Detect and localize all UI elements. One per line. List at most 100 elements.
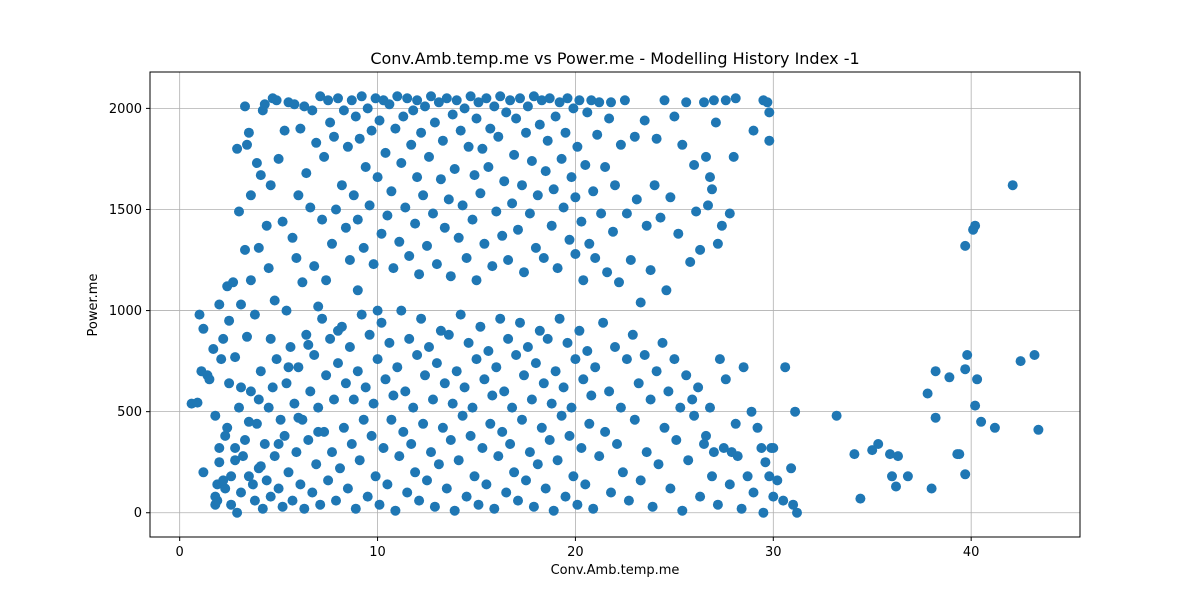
- data-point: [342, 483, 353, 494]
- data-point: [617, 467, 628, 478]
- data-point: [580, 479, 591, 490]
- data-point: [562, 337, 573, 348]
- data-point: [325, 333, 336, 344]
- data-point: [281, 378, 292, 389]
- data-point: [521, 475, 531, 486]
- data-point: [230, 455, 241, 466]
- data-point: [657, 337, 668, 348]
- data-point: [243, 416, 254, 427]
- data-point: [455, 125, 466, 136]
- chart-title: Conv.Amb.temp.me vs Power.me - Modelling…: [370, 49, 859, 68]
- data-point: [699, 97, 709, 108]
- data-point: [360, 162, 371, 172]
- data-point: [526, 156, 537, 166]
- data-point: [538, 253, 549, 263]
- data-point: [336, 180, 347, 191]
- data-point: [627, 329, 638, 340]
- data-points: [186, 91, 1044, 518]
- data-point: [645, 394, 656, 405]
- data-point: [447, 109, 458, 120]
- data-point: [471, 354, 482, 365]
- x-tick-label: 0: [176, 545, 184, 560]
- data-point: [374, 499, 385, 510]
- data-point: [764, 107, 775, 118]
- data-point: [424, 342, 434, 352]
- data-point: [517, 180, 527, 191]
- data-point: [364, 200, 375, 211]
- data-point: [410, 218, 421, 229]
- data-point: [570, 192, 581, 203]
- data-point: [469, 471, 480, 482]
- data-point: [265, 180, 276, 191]
- data-point: [513, 495, 523, 506]
- data-point: [335, 463, 345, 474]
- data-point: [344, 342, 355, 352]
- data-point: [420, 101, 430, 112]
- data-point: [495, 91, 506, 102]
- data-point: [930, 412, 941, 423]
- data-point: [234, 206, 244, 217]
- data-point: [354, 133, 365, 144]
- data-point: [538, 378, 549, 389]
- data-point: [1007, 180, 1018, 191]
- data-point: [344, 255, 355, 265]
- x-tick-label: 40: [963, 545, 980, 560]
- data-point: [350, 111, 361, 122]
- data-point: [629, 414, 640, 425]
- data-point: [453, 232, 464, 243]
- data-point: [230, 443, 241, 453]
- data-point: [396, 305, 407, 316]
- data-point: [386, 186, 397, 197]
- data-point: [568, 471, 579, 482]
- data-point: [354, 455, 365, 466]
- data-point: [471, 113, 482, 124]
- data-point: [590, 362, 601, 373]
- data-point: [582, 107, 593, 118]
- data-point: [289, 398, 300, 409]
- data-point: [273, 483, 284, 494]
- data-point: [463, 141, 474, 152]
- data-point: [321, 370, 332, 381]
- data-point: [253, 463, 264, 474]
- data-point: [511, 113, 522, 124]
- data-point: [612, 439, 622, 449]
- data-point: [944, 372, 955, 383]
- data-point: [382, 479, 393, 490]
- data-point: [449, 164, 460, 174]
- data-point: [311, 137, 322, 148]
- data-point: [220, 483, 231, 494]
- data-point: [689, 160, 700, 170]
- data-point: [788, 499, 799, 510]
- data-point: [422, 475, 432, 486]
- data-point: [315, 91, 326, 102]
- data-point: [317, 313, 328, 324]
- data-point: [651, 133, 662, 144]
- data-point: [786, 463, 797, 474]
- data-point: [394, 236, 405, 247]
- data-point: [507, 402, 518, 413]
- data-point: [398, 426, 409, 437]
- data-point: [253, 242, 264, 253]
- data-point: [240, 435, 250, 445]
- data-point: [499, 176, 510, 187]
- data-point: [443, 194, 454, 205]
- data-point: [629, 131, 640, 142]
- data-point: [257, 503, 268, 514]
- data-point: [574, 325, 585, 336]
- data-point: [752, 422, 763, 433]
- data-point: [372, 172, 383, 183]
- data-point: [204, 374, 215, 385]
- data-point: [960, 469, 971, 480]
- data-point: [598, 317, 609, 328]
- data-point: [198, 467, 209, 478]
- y-tick-label: 0: [134, 506, 142, 521]
- data-point: [194, 309, 205, 320]
- data-point: [251, 418, 262, 429]
- data-point: [615, 139, 626, 150]
- data-point: [327, 447, 337, 458]
- data-point: [641, 220, 652, 231]
- data-point: [473, 97, 484, 108]
- data-point: [669, 354, 680, 365]
- data-point: [263, 402, 274, 413]
- data-point: [705, 402, 715, 413]
